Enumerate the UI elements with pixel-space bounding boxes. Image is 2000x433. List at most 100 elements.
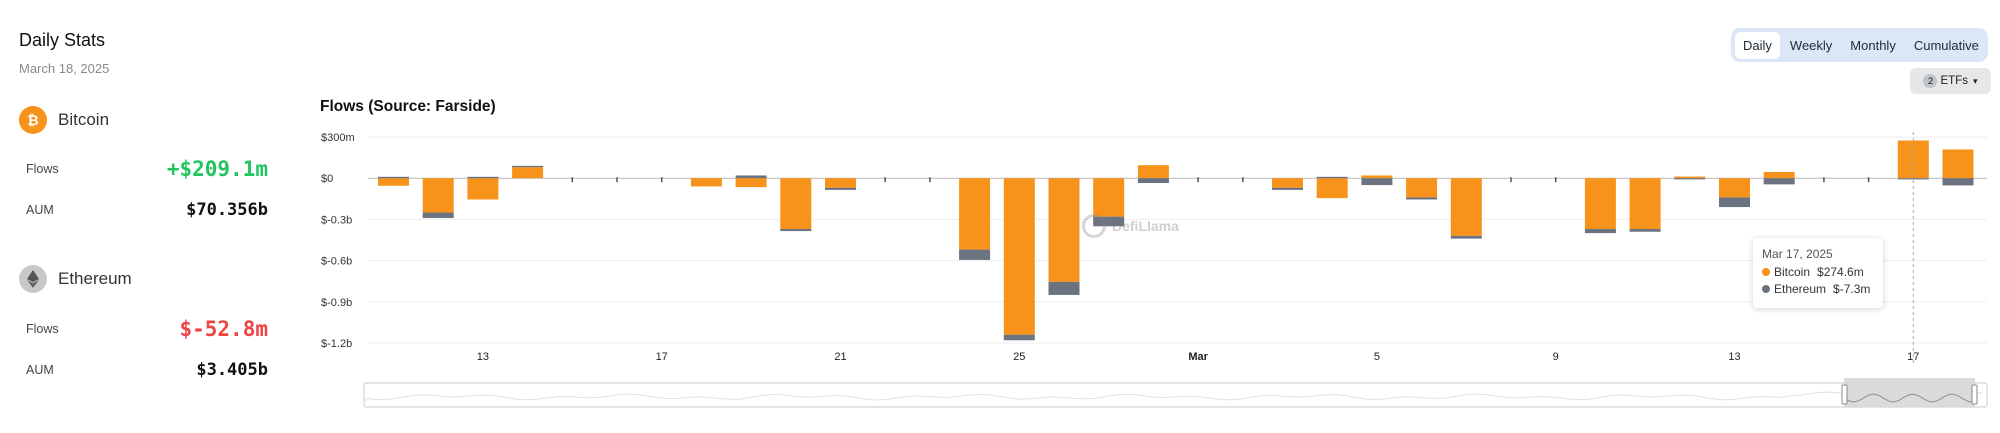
defillama-logo-icon xyxy=(1082,214,1106,238)
bitcoin-bar xyxy=(1272,178,1303,188)
ethereum-icon xyxy=(19,265,47,293)
range-slider-handle-right[interactable] xyxy=(1971,384,1978,405)
bitcoin-bar xyxy=(512,167,544,179)
ethereum-bar xyxy=(1719,197,1750,208)
ethereum-bar xyxy=(1003,334,1035,341)
bitcoin-aum-row: AUM $70.356b xyxy=(26,199,268,221)
range-slider-handle-left[interactable] xyxy=(1841,384,1848,405)
bitcoin-aum-value: $70.356b xyxy=(186,200,268,220)
ethereum-bar xyxy=(1584,229,1616,234)
bitcoin-bar xyxy=(378,178,409,186)
bitcoin-icon: ₿ xyxy=(19,106,47,134)
x-tick-label: 17 xyxy=(656,351,668,363)
bitcoin-bar xyxy=(1361,175,1393,179)
ethereum-bar xyxy=(780,229,812,232)
range-slider-window[interactable] xyxy=(1844,378,1975,407)
chart-title: Flows (Source: Farside) xyxy=(320,98,496,115)
asset-name: Bitcoin xyxy=(58,110,110,129)
ethereum-bar xyxy=(467,176,499,179)
tooltip-row-ethereum: Ethereum $-7.3m xyxy=(1762,282,1874,296)
watermark: DefiLlama xyxy=(1082,214,1179,238)
tooltip-date: Mar 17, 2025 xyxy=(1762,247,1833,261)
bitcoin-bar xyxy=(780,178,812,230)
chevron-down-icon: ▾ xyxy=(1972,75,1978,86)
ethereum-flows-value: $-52.8m xyxy=(179,317,268,341)
tab-cumulative[interactable]: Cumulative xyxy=(1913,37,1979,53)
y-tick-label: $300m xyxy=(321,132,355,144)
bitcoin-bar xyxy=(1137,165,1169,179)
bitcoin-bar xyxy=(735,178,767,188)
etf-filter-label: ETFs xyxy=(1940,75,1968,87)
ethereum-bar xyxy=(1629,229,1661,232)
ethereum-bar xyxy=(1137,178,1169,184)
ethereum-bar xyxy=(1674,178,1706,180)
bitcoin-bar xyxy=(1763,172,1795,179)
ethereum-bar xyxy=(378,176,409,179)
x-tick-label: Mar xyxy=(1188,351,1208,363)
ethereum-bar xyxy=(1361,178,1393,186)
asset-name: Ethereum xyxy=(58,269,132,288)
etf-count-badge: 2 xyxy=(1923,74,1938,88)
ethereum-header: Ethereum xyxy=(19,264,132,294)
tab-weekly[interactable]: Weekly xyxy=(1789,37,1833,53)
y-tick-label: $0 xyxy=(321,173,333,185)
bitcoin-bar xyxy=(1584,178,1616,230)
bitcoin-flows-row: Flows +$209.1m xyxy=(26,157,268,181)
ethereum-bar xyxy=(959,249,991,260)
y-tick-label: $-0.9b xyxy=(321,297,352,309)
bitcoin-bar xyxy=(1674,176,1706,179)
ethereum-aum-row: AUM $3.405b xyxy=(26,359,268,381)
bitcoin-bar xyxy=(1629,178,1661,230)
ethereum-bar xyxy=(1272,187,1303,190)
tooltip-row-bitcoin: Bitcoin $274.6m xyxy=(1762,265,1874,279)
x-tick-label: 21 xyxy=(834,351,846,363)
bitcoin-bar xyxy=(1942,149,1974,179)
ethereum-bar xyxy=(1406,197,1438,200)
bitcoin-bar xyxy=(422,178,454,213)
ethereum-aum-value: $3.405b xyxy=(196,360,268,380)
ethereum-bar xyxy=(1048,281,1080,295)
bitcoin-bar xyxy=(1450,178,1482,236)
range-slider-track xyxy=(363,382,1988,408)
x-tick-label: 25 xyxy=(1013,351,1025,363)
bitcoin-bar xyxy=(467,178,499,200)
y-tick-label: $-0.3b xyxy=(321,214,352,226)
bitcoin-bar xyxy=(1093,178,1125,217)
range-slider-window-line xyxy=(1843,393,1974,403)
tooltip-series-value: $-7.3m xyxy=(1833,282,1871,296)
ethereum-bar xyxy=(1897,178,1929,180)
bitcoin-bar xyxy=(959,178,991,250)
x-tick-label: 13 xyxy=(1728,351,1740,363)
etf-filter-button[interactable]: 2 ETFs ▾ xyxy=(1910,68,1991,94)
ethereum-bar xyxy=(1942,178,1974,186)
x-tick-label: 13 xyxy=(477,351,489,363)
svg-text:₿: ₿ xyxy=(27,113,38,129)
tooltip-series-name: Ethereum xyxy=(1774,282,1827,296)
bitcoin-bar xyxy=(690,178,722,187)
flows-label: Flows xyxy=(26,162,59,176)
tab-daily[interactable]: Daily xyxy=(1735,31,1780,59)
flows-label: Flows xyxy=(26,322,59,336)
tooltip-series-name: Bitcoin xyxy=(1774,265,1811,279)
x-tick-label: 9 xyxy=(1553,351,1559,363)
chart-tooltip: Mar 17, 2025 Bitcoin $274.6m Ethereum $-… xyxy=(1753,238,1883,308)
ethereum-bar xyxy=(825,187,856,190)
bitcoin-bar xyxy=(1406,178,1438,198)
ethereum-bar xyxy=(512,165,544,168)
tab-monthly[interactable]: Monthly xyxy=(1850,37,1896,53)
bitcoin-bar xyxy=(1003,178,1035,335)
aum-label: AUM xyxy=(26,363,54,377)
ethereum-bar xyxy=(1093,216,1125,227)
bitcoin-bar xyxy=(1048,178,1080,282)
bitcoin-bar xyxy=(825,178,856,188)
ethereum-bar xyxy=(1450,235,1482,239)
bitcoin-flows-value: +$209.1m xyxy=(166,157,268,181)
y-tick-label: $-0.6b xyxy=(321,256,352,268)
ethereum-bar xyxy=(735,175,767,179)
page-title: Daily Stats xyxy=(19,30,106,50)
ethereum-bar xyxy=(1763,178,1795,185)
bitcoin-bar xyxy=(1316,178,1348,199)
ethereum-bar xyxy=(1316,176,1348,179)
y-tick-label: $-1.2b xyxy=(321,338,352,350)
